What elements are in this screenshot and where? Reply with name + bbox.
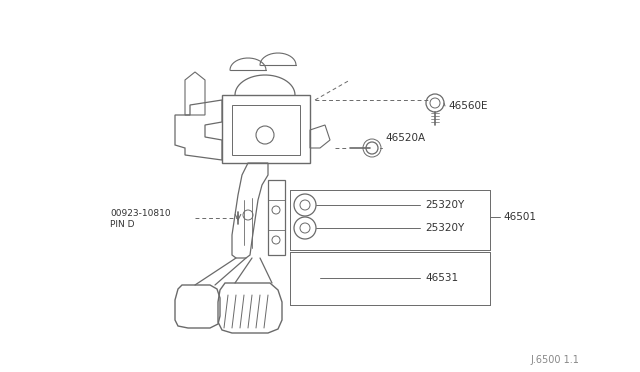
Text: 46560E: 46560E	[448, 101, 488, 111]
Text: 25320Y: 25320Y	[425, 200, 464, 210]
Text: 46531: 46531	[425, 273, 458, 283]
Text: PIN D: PIN D	[110, 219, 134, 228]
Text: 46520A: 46520A	[385, 133, 425, 143]
Text: J.6500 1.1: J.6500 1.1	[530, 355, 579, 365]
Text: 00923-10810: 00923-10810	[110, 208, 171, 218]
Text: 46501: 46501	[503, 212, 536, 221]
Text: 25320Y: 25320Y	[425, 223, 464, 233]
